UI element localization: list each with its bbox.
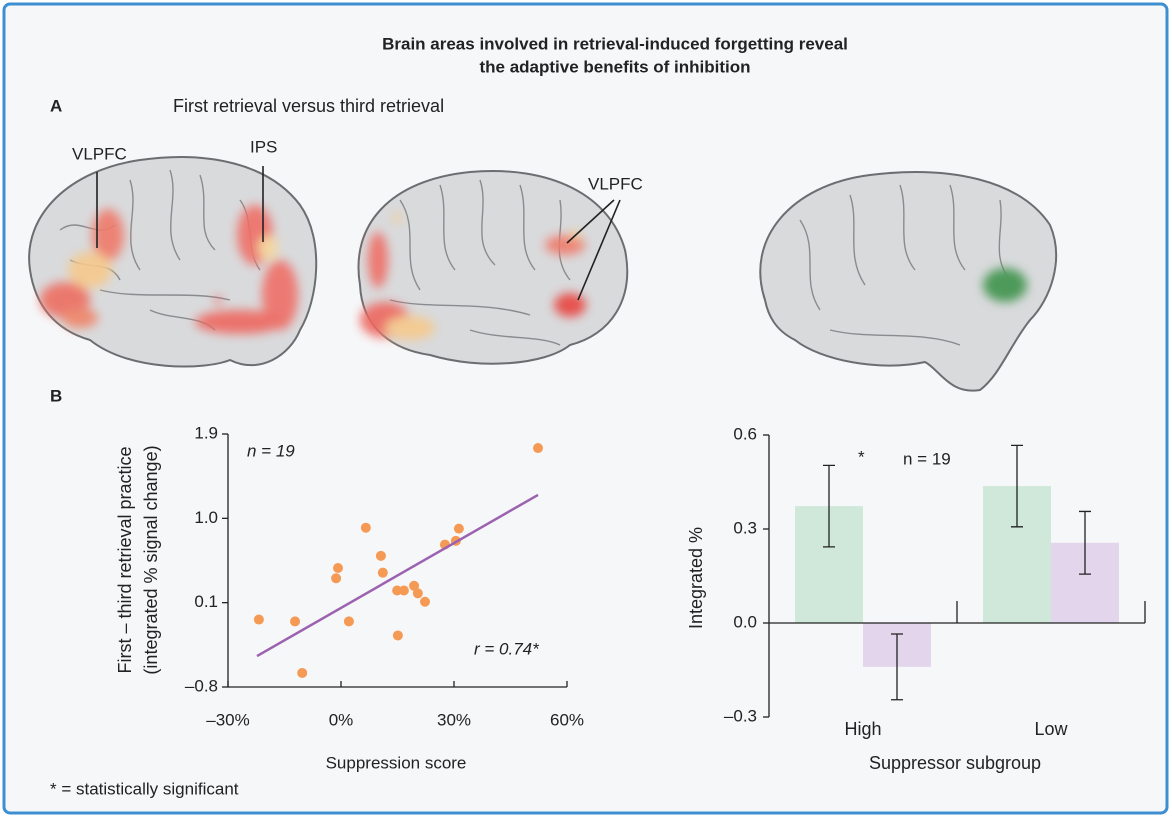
- y-tick-label: 0.1: [194, 592, 218, 611]
- point: [532, 443, 543, 454]
- point: [375, 550, 386, 561]
- annotation: r = 0.74*: [474, 639, 540, 658]
- x-axis-label: Suppressor subgroup: [869, 753, 1041, 773]
- y-axis-label: (integrated % signal change): [141, 445, 161, 674]
- x-tick-label: High: [844, 719, 881, 739]
- brain-front: [357, 170, 629, 365]
- title: Brain areas involved in retrieval-induce…: [382, 34, 848, 53]
- point: [343, 616, 354, 627]
- panel-subtitle: First retrieval versus third retrieval: [173, 96, 444, 116]
- y-tick-label: 0.0: [733, 612, 757, 631]
- brain-right: [759, 171, 1058, 392]
- annotation: n = 19: [903, 449, 951, 468]
- brain-left: [28, 156, 318, 368]
- point: [332, 562, 343, 573]
- x-tick-label: Low: [1034, 719, 1068, 739]
- region-label: VLPFC: [588, 174, 643, 193]
- point: [253, 614, 264, 625]
- point: [412, 588, 423, 599]
- y-tick-label: –0.3: [724, 706, 757, 725]
- point: [453, 523, 464, 534]
- point: [392, 630, 403, 641]
- y-axis-label: First – third retrieval practice: [115, 446, 135, 673]
- leader-line: [577, 199, 621, 301]
- panel-label: A: [50, 96, 62, 115]
- point: [419, 596, 430, 607]
- x-axis-label: Suppression score: [326, 753, 467, 772]
- panel-label: B: [50, 386, 62, 405]
- region-label: IPS: [250, 137, 277, 156]
- error-bar: [1079, 510, 1091, 575]
- y-tick-label: 0.6: [733, 424, 757, 443]
- point: [331, 573, 342, 584]
- region-label: VLPFC: [72, 144, 127, 163]
- error-bar: [1011, 444, 1023, 528]
- trend-line: [256, 493, 539, 658]
- x-tick-label: 30%: [437, 710, 471, 729]
- error-bar: [823, 464, 835, 548]
- title: the adaptive benefits of inhibition: [479, 57, 750, 76]
- point: [297, 667, 308, 678]
- x-tick-label: 60%: [550, 710, 584, 729]
- annotation: *: [858, 447, 865, 466]
- footnote: * = statistically significant: [50, 779, 239, 798]
- point: [377, 567, 388, 578]
- point: [409, 580, 420, 591]
- error-bar: [891, 633, 903, 701]
- y-tick-label: 1.0: [194, 508, 218, 527]
- x-tick-label: 0%: [329, 710, 354, 729]
- point: [290, 616, 301, 627]
- annotation: n = 19: [247, 441, 295, 460]
- y-tick-label: –0.8: [185, 676, 218, 695]
- y-tick-label: 0.3: [733, 518, 757, 537]
- point: [360, 522, 371, 533]
- leader-line: [566, 199, 615, 244]
- x-tick-label: –30%: [206, 710, 249, 729]
- y-axis-label: Integrated %: [686, 527, 706, 629]
- point: [398, 585, 409, 596]
- y-tick-label: 1.9: [194, 423, 218, 442]
